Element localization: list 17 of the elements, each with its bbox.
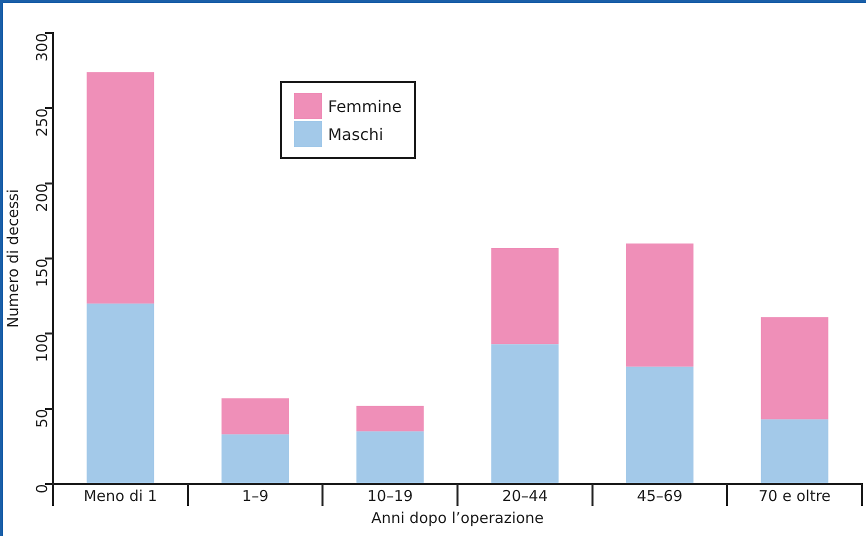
y-tick-label: 250	[32, 108, 51, 137]
y-axis-title: Numero di decessi	[4, 189, 22, 328]
x-tick-label: 10–19	[367, 486, 413, 505]
y-tick-label: 0	[32, 484, 51, 494]
legend-label: Maschi	[328, 124, 384, 144]
y-tick-label: 300	[32, 33, 51, 62]
legend-label: Femmine	[328, 96, 402, 116]
x-tick-label: 45–69	[636, 486, 683, 505]
x-tick-label: Meno di 1	[84, 486, 158, 505]
y-tick-label: 150	[32, 258, 51, 288]
x-tick-label: 70 e oltre	[758, 486, 831, 505]
y-tick-label: 50	[32, 408, 51, 428]
y-tick-label: 100	[32, 334, 51, 362]
y-tick-label: 200	[32, 183, 51, 212]
x-axis-title: Anni dopo l’operazione	[371, 508, 544, 527]
x-tick-label: 1–9	[242, 486, 269, 505]
x-tick-label: 20–44	[502, 486, 548, 505]
